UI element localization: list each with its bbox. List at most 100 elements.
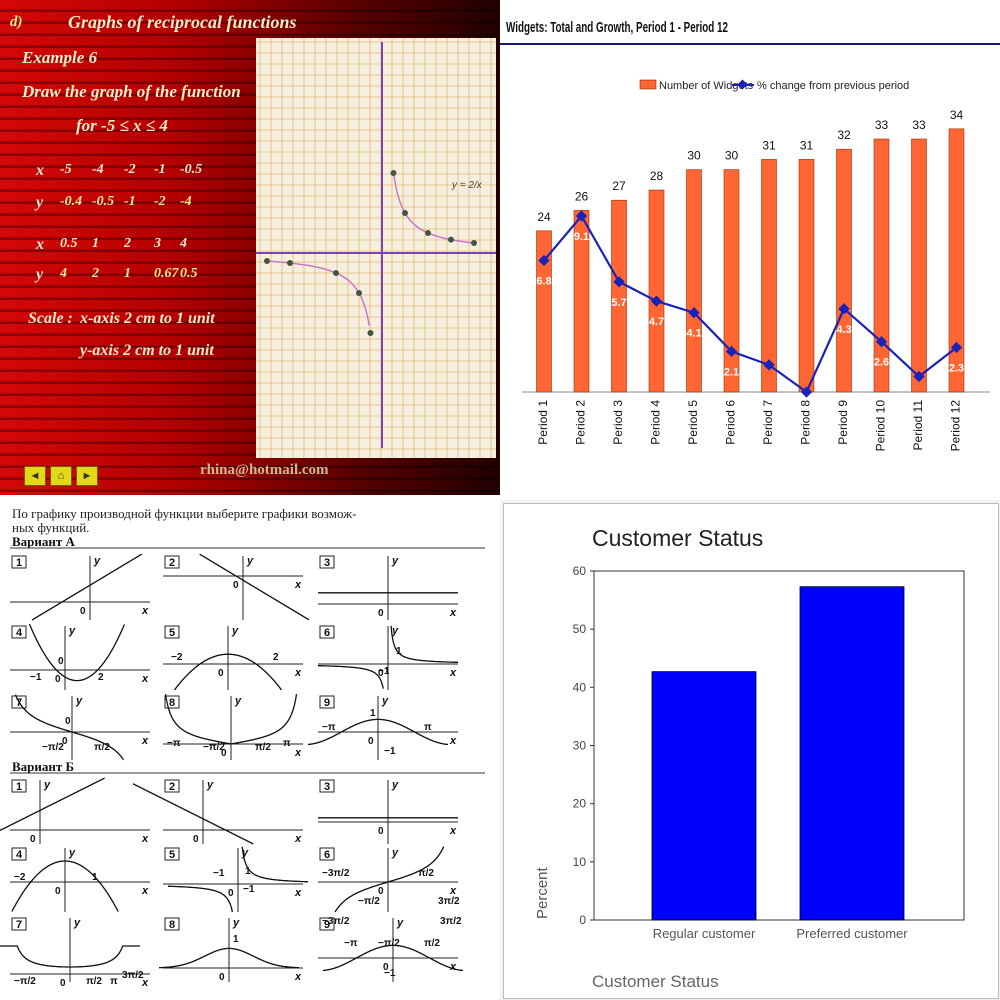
mini-x-label: x xyxy=(449,825,457,837)
email-text: rhina@hotmail.com xyxy=(200,462,329,478)
mini-tick-label: −π/2 xyxy=(358,896,380,907)
panel-number: 5 xyxy=(169,849,175,861)
curve-positive-branch xyxy=(392,172,475,244)
panel-number: 2 xyxy=(169,781,175,793)
mini-origin-label: 0 xyxy=(55,886,61,897)
mini-tick-label: −1 xyxy=(384,746,396,757)
table1-y-cell: -2 xyxy=(154,194,166,209)
worksheet-panel: 9 x y 0 −3π/2 −π −π/2 π/23π/2 −1 xyxy=(318,916,463,982)
mini-curve xyxy=(14,694,125,761)
widget-bar xyxy=(761,159,777,393)
widget-bar xyxy=(836,148,852,393)
y-tick-label: 40 xyxy=(573,680,587,694)
growth-data-label: 2.3 xyxy=(949,363,964,375)
legend-swatch-widgets xyxy=(639,79,657,90)
table2-y-cell: 4 xyxy=(60,266,67,281)
bar-data-label: 33 xyxy=(912,118,926,132)
panel-number: 1 xyxy=(16,781,22,793)
plotted-point xyxy=(287,260,293,266)
panel-number: 9 xyxy=(324,697,330,709)
mini-x-label: x xyxy=(141,885,149,897)
mini-curve xyxy=(164,693,298,745)
mini-curve xyxy=(11,860,119,912)
mini-origin-label: 0 xyxy=(30,834,36,845)
mini-tick-label: 3π/2 xyxy=(122,970,144,981)
mini-y-label: y xyxy=(73,917,81,929)
worksheet-panel: 4 x y 0 −1 2 0 xyxy=(10,623,150,690)
worksheet-panel: 1 x y 0 xyxy=(10,553,150,621)
plotted-point xyxy=(264,258,270,264)
mini-origin-label: 0 xyxy=(80,606,86,617)
bar-data-label: 34 xyxy=(950,108,964,122)
widgets-chart: Widgets: Total and Growth, Period 1 - Pe… xyxy=(500,19,1000,452)
mini-x-label: x xyxy=(141,833,149,845)
category-tick-label: Period 6 xyxy=(724,400,738,445)
panel-number: 8 xyxy=(169,919,175,931)
reciprocal-graph: y = 2/x xyxy=(256,38,496,458)
panel-number: 1 xyxy=(16,557,22,569)
category-label: Regular customer xyxy=(653,926,756,941)
worksheet-figures: По графику производной функции выберите … xyxy=(0,506,485,989)
plotted-point xyxy=(390,170,397,176)
table2-x-cell: 4 xyxy=(180,236,187,251)
worksheet-panel: 7 x y 0 −π/2 π/2 π 3π/2 xyxy=(0,917,150,989)
mini-tick-label: −1 xyxy=(213,868,225,879)
mini-x-label: x xyxy=(449,607,457,619)
bar-data-label: 33 xyxy=(875,118,889,132)
mini-tick-label: −1 xyxy=(384,968,396,979)
category-tick-label: Period 12 xyxy=(949,400,963,452)
panel-number-box xyxy=(319,779,335,793)
table1-x-cell: -2 xyxy=(124,162,136,177)
legend-label-widgets: Number of Widgets xyxy=(659,80,754,92)
panel-number-box xyxy=(11,847,27,861)
mini-tick-label: −π/2 xyxy=(203,742,225,753)
bar-data-label: 28 xyxy=(650,169,664,183)
mini-origin-label: 0 xyxy=(383,962,389,973)
x-axis-label: Customer Status xyxy=(592,972,719,991)
customer-chart: Customer Status Percent Customer Status … xyxy=(534,525,965,991)
bar-data-label: 31 xyxy=(800,138,814,152)
slide-title: Graphs of reciprocal functions xyxy=(68,12,297,32)
table1-x-cell: -1 xyxy=(154,162,166,177)
next-button[interactable]: ► xyxy=(76,466,98,486)
prev-button[interactable]: ◄ xyxy=(24,466,46,486)
mini-x-label: x xyxy=(141,735,149,747)
growth-point xyxy=(875,336,888,348)
bar-data-label: 30 xyxy=(725,149,739,163)
mini-y-label: y xyxy=(246,555,254,567)
mini-tick-label: −π xyxy=(322,722,336,733)
worksheet-panel: 2 x y 0 xyxy=(163,553,310,621)
mini-tick-label: π/2 xyxy=(94,742,110,753)
mini-curve xyxy=(318,625,458,689)
worksheet-panel: 3 x y 0 xyxy=(318,779,458,844)
panel-number: 9 xyxy=(324,919,330,931)
mini-origin-label: 0 xyxy=(378,608,384,619)
growth-data-label: 9.1 xyxy=(574,231,589,243)
growth-data-label: 5.7 xyxy=(611,297,626,309)
panel-number-box xyxy=(164,847,180,861)
mini-curve xyxy=(0,777,105,832)
legend-marker-growth xyxy=(737,79,748,90)
table1-y-cell: -4 xyxy=(180,194,192,209)
panel-number-box xyxy=(319,917,335,931)
intro-line-1: По графику производной функции выберите … xyxy=(12,506,356,521)
widgets-plot-area: 24 Period 1 26 Period 2 27 Period 3 28 Period 4… xyxy=(522,108,990,452)
panel-number-box xyxy=(164,917,180,931)
worksheet-panel: 9 x y 0 −π π −1 1 xyxy=(308,695,458,760)
panel-number: 3 xyxy=(324,557,330,569)
panel-number: 5 xyxy=(169,627,175,639)
y-tick-label: 50 xyxy=(573,622,587,636)
mini-tick-label: −2 xyxy=(171,652,183,663)
widget-bar xyxy=(873,138,890,393)
plotted-point xyxy=(333,270,339,276)
growth-data-label: 2.6 xyxy=(874,357,889,369)
mini-tick-label: −2 xyxy=(14,872,26,883)
mini-x-label: x xyxy=(294,971,302,983)
home-button[interactable]: ⌂ xyxy=(50,466,72,486)
panel-number: 4 xyxy=(16,627,23,639)
mini-tick-label: 1 xyxy=(370,708,376,719)
mini-y-label: y xyxy=(391,625,399,637)
table2-y-cell: 0.5 xyxy=(180,266,198,281)
plotted-point xyxy=(367,330,374,336)
mini-y-label: y xyxy=(234,695,242,707)
